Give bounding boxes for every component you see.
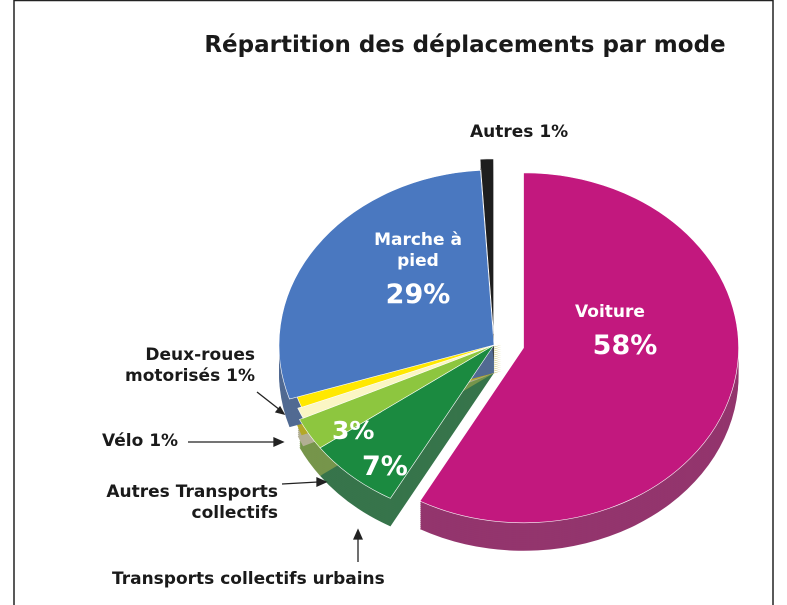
- label-voiture: Voiture 58%: [555, 302, 665, 361]
- slice: [419, 172, 739, 524]
- arrow-head: [273, 436, 285, 448]
- category-label: Voiture: [575, 302, 645, 322]
- category-label: Autres Transports collectifs: [106, 482, 278, 523]
- arrow-head: [274, 405, 286, 416]
- value-label: 29%: [385, 279, 451, 310]
- label-autres: Autres 1%: [470, 122, 568, 143]
- slice: [479, 158, 494, 334]
- frame: [13, 0, 774, 605]
- value-label: 1%: [539, 122, 569, 142]
- label-velo: Vélo 1%: [102, 431, 178, 452]
- arrow: [281, 481, 319, 485]
- category-label: Marche à pied: [374, 230, 462, 271]
- slice: [299, 344, 495, 449]
- label-deux-roues: Deux-roues motorisés 1%: [95, 345, 255, 387]
- arrow-head: [316, 476, 328, 488]
- value-label: 1%: [149, 431, 179, 451]
- slices: [278, 158, 739, 551]
- value-label: 3%: [332, 416, 375, 445]
- label-marche: Marche à pied 29%: [368, 230, 468, 310]
- chart-title: Répartition des déplacements par mode: [204, 32, 725, 58]
- slice: [297, 343, 498, 419]
- value-label: 58%: [592, 330, 658, 361]
- slice: [278, 170, 495, 400]
- category-label: Deux-roues motorisés: [125, 345, 255, 386]
- arrow-head: [352, 528, 364, 540]
- value-label: 7%: [362, 451, 408, 482]
- category-label: Transports collectifs urbains: [112, 569, 385, 589]
- arrows: [188, 391, 364, 562]
- category-label: Autres: [470, 122, 534, 142]
- arrow: [256, 391, 281, 411]
- value-label: 1%: [226, 366, 255, 386]
- category-label: Vélo: [102, 431, 144, 451]
